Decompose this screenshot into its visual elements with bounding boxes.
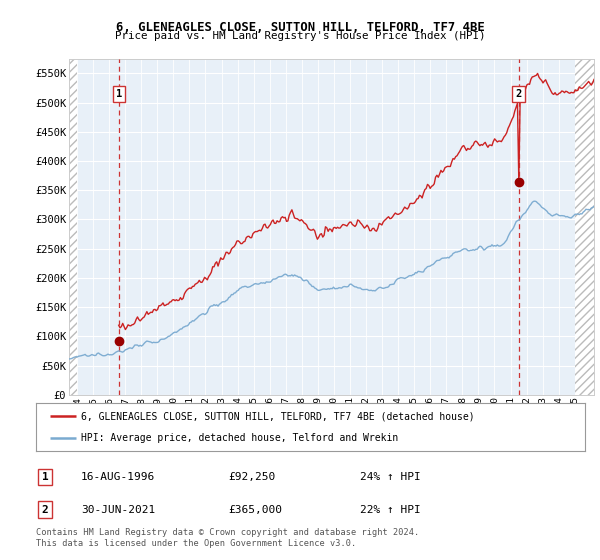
Text: 2: 2 (41, 505, 49, 515)
Bar (69, 59, 77, 395)
Text: Contains HM Land Registry data © Crown copyright and database right 2024.
This d: Contains HM Land Registry data © Crown c… (36, 528, 419, 548)
Text: 24% ↑ HPI: 24% ↑ HPI (360, 472, 421, 482)
Text: 1: 1 (116, 89, 122, 99)
Text: 2: 2 (515, 89, 521, 99)
Text: Price paid vs. HM Land Registry's House Price Index (HPI): Price paid vs. HM Land Registry's House … (115, 31, 485, 41)
Text: 1: 1 (41, 472, 49, 482)
Text: 22% ↑ HPI: 22% ↑ HPI (360, 505, 421, 515)
Text: 6, GLENEAGLES CLOSE, SUTTON HILL, TELFORD, TF7 4BE: 6, GLENEAGLES CLOSE, SUTTON HILL, TELFOR… (116, 21, 484, 34)
Text: 16-AUG-1996: 16-AUG-1996 (81, 472, 155, 482)
Text: HPI: Average price, detached house, Telford and Wrekin: HPI: Average price, detached house, Telf… (81, 433, 398, 443)
Text: 30-JUN-2021: 30-JUN-2021 (81, 505, 155, 515)
Text: £365,000: £365,000 (228, 505, 282, 515)
Bar (575, 59, 594, 395)
Text: 6, GLENEAGLES CLOSE, SUTTON HILL, TELFORD, TF7 4BE (detached house): 6, GLENEAGLES CLOSE, SUTTON HILL, TELFOR… (81, 411, 475, 421)
Text: £92,250: £92,250 (228, 472, 275, 482)
